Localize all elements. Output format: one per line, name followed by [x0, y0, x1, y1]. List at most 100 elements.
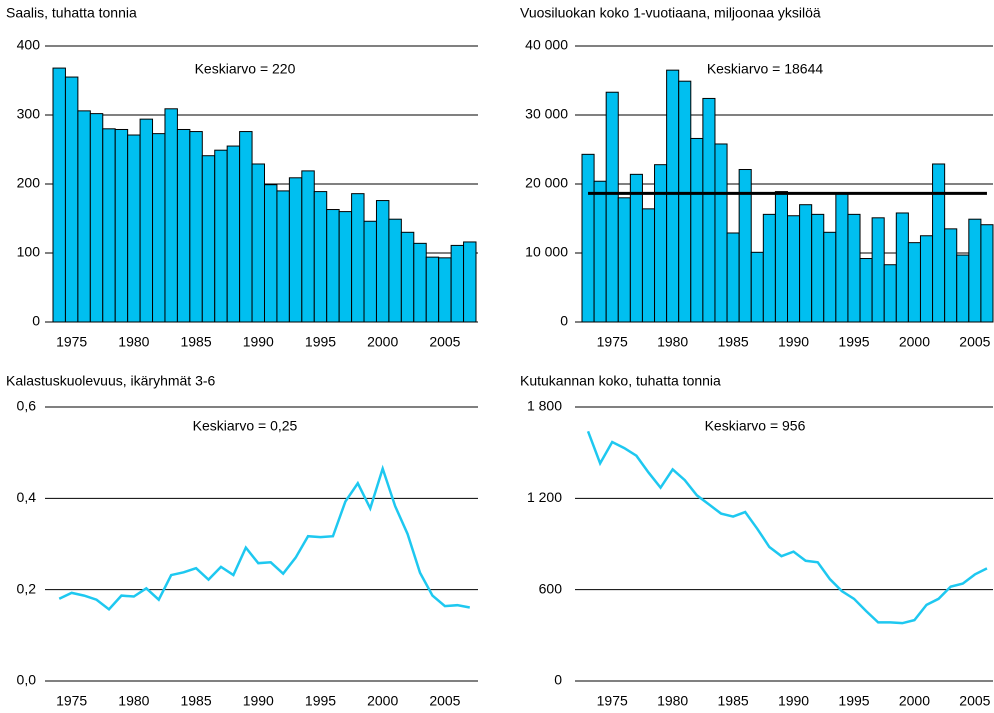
bar [980, 224, 994, 323]
y-tick-label: 30 000 [525, 106, 568, 122]
y-tick-label: 400 [17, 37, 41, 53]
bar [835, 193, 849, 323]
annotation: Keskiarvo = 220 [195, 61, 296, 77]
x-tick-label: 1975 [597, 334, 628, 350]
bar [641, 208, 656, 323]
bar [326, 209, 340, 323]
bar [690, 137, 704, 323]
x-tick-label: 1980 [657, 334, 688, 350]
y-tick-label: 1 200 [527, 489, 562, 505]
bar [774, 191, 788, 323]
y-tick-label: 0,6 [17, 398, 37, 414]
x-tick-label: 2000 [367, 693, 398, 709]
bar [239, 131, 253, 323]
y-tick-label: 0 [32, 313, 40, 329]
y-tick-label: 0,2 [17, 580, 37, 596]
bar [654, 164, 668, 323]
annotation: Keskiarvo = 956 [705, 418, 806, 434]
y-tick-label: 0,0 [17, 672, 37, 688]
bar [52, 67, 66, 323]
x-tick-label: 1995 [838, 693, 869, 709]
x-tick-label: 1990 [778, 693, 809, 709]
x-tick-label: 2000 [367, 334, 398, 350]
x-tick-label: 1980 [657, 693, 688, 709]
y-tick-label: 200 [17, 175, 41, 191]
bar [214, 149, 228, 323]
bar [762, 213, 776, 323]
chart-title: Vuosiluokan koko 1-vuotiaana, miljoonaa … [520, 5, 821, 21]
bar [102, 128, 116, 323]
x-tick-label: 1985 [180, 334, 211, 350]
bar [425, 256, 440, 323]
bar [823, 231, 837, 323]
bar [726, 232, 740, 323]
annotation: Keskiarvo = 18644 [707, 61, 824, 77]
bar [114, 128, 129, 323]
y-tick-label: 600 [539, 580, 563, 596]
bar [276, 190, 290, 323]
x-tick-label: 1985 [718, 334, 749, 350]
bar [932, 163, 946, 323]
bar [139, 118, 154, 323]
bar [127, 134, 141, 323]
bar [859, 258, 873, 323]
x-tick-label: 1985 [180, 693, 211, 709]
bar [617, 197, 631, 323]
bar [438, 257, 452, 323]
x-tick-label: 1985 [718, 693, 749, 709]
annotation: Keskiarvo = 0,25 [193, 418, 298, 434]
x-tick-label: 2005 [959, 693, 990, 709]
bar [313, 191, 328, 323]
bar [847, 213, 861, 323]
y-tick-label: 40 000 [525, 37, 568, 53]
bar [351, 193, 365, 323]
bar [338, 211, 353, 323]
x-tick-label: 1995 [305, 693, 336, 709]
chart-title: Saalis, tuhatta tonnia [6, 5, 137, 21]
bar [388, 218, 402, 323]
x-tick-label: 2000 [899, 693, 930, 709]
bar [176, 128, 191, 323]
bar [750, 251, 764, 323]
bar [251, 163, 265, 323]
bar [605, 91, 619, 323]
bar [89, 113, 104, 323]
bar [811, 213, 825, 323]
chart-title: Kutukannan koko, tuhatta tonnia [520, 373, 721, 389]
x-tick-label: 1995 [838, 334, 869, 350]
bar [264, 184, 278, 323]
bar [714, 143, 728, 323]
y-tick-label: 20 000 [525, 175, 568, 191]
x-tick-label: 2005 [429, 334, 460, 350]
bar [400, 231, 415, 323]
y-tick-label: 100 [17, 244, 41, 260]
bar [64, 76, 79, 323]
bar [956, 254, 970, 323]
bar [678, 80, 692, 323]
bar [201, 155, 216, 323]
x-tick-label: 2005 [959, 334, 990, 350]
y-tick-label: 0 [560, 313, 568, 329]
bar [907, 242, 921, 323]
bar [738, 169, 752, 323]
x-tick-label: 1975 [597, 693, 628, 709]
y-tick-label: 10 000 [525, 244, 568, 260]
x-tick-label: 1990 [778, 334, 809, 350]
bar [702, 97, 716, 323]
bar [871, 217, 885, 323]
data-line [586, 430, 988, 625]
bar [288, 177, 303, 323]
x-tick-label: 1975 [56, 693, 87, 709]
bar [895, 212, 909, 323]
bar [629, 173, 643, 323]
bar [666, 69, 680, 323]
x-tick-label: 1995 [305, 334, 336, 350]
bar [375, 200, 390, 323]
x-tick-label: 1990 [243, 334, 274, 350]
y-tick-label: 0 [554, 672, 562, 688]
bar [189, 131, 203, 323]
bar [883, 264, 897, 323]
bar [450, 244, 465, 323]
bar [463, 241, 477, 323]
